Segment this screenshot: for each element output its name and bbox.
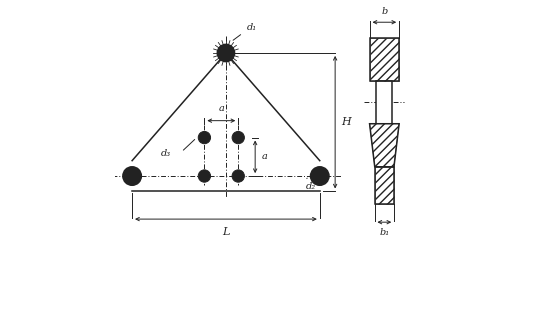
- Text: b: b: [381, 7, 387, 16]
- Text: L: L: [222, 227, 230, 237]
- Text: a: a: [218, 104, 224, 113]
- Circle shape: [128, 172, 137, 180]
- Bar: [370, 38, 399, 81]
- Text: d₁: d₁: [247, 23, 257, 32]
- Circle shape: [232, 131, 244, 144]
- Circle shape: [310, 167, 329, 185]
- Circle shape: [198, 170, 210, 182]
- Text: b₁: b₁: [379, 228, 390, 237]
- Polygon shape: [370, 124, 399, 167]
- Circle shape: [232, 170, 244, 182]
- Text: d₃: d₃: [161, 149, 171, 159]
- Bar: [374, 167, 394, 204]
- Bar: [370, 38, 399, 81]
- Text: a: a: [261, 152, 267, 161]
- Circle shape: [217, 44, 235, 61]
- Bar: [376, 81, 393, 124]
- Circle shape: [315, 172, 324, 180]
- Text: d₂: d₂: [306, 182, 316, 191]
- Text: H: H: [341, 117, 350, 127]
- Circle shape: [123, 167, 141, 185]
- Circle shape: [198, 131, 210, 144]
- Bar: [374, 167, 394, 204]
- Circle shape: [220, 47, 232, 59]
